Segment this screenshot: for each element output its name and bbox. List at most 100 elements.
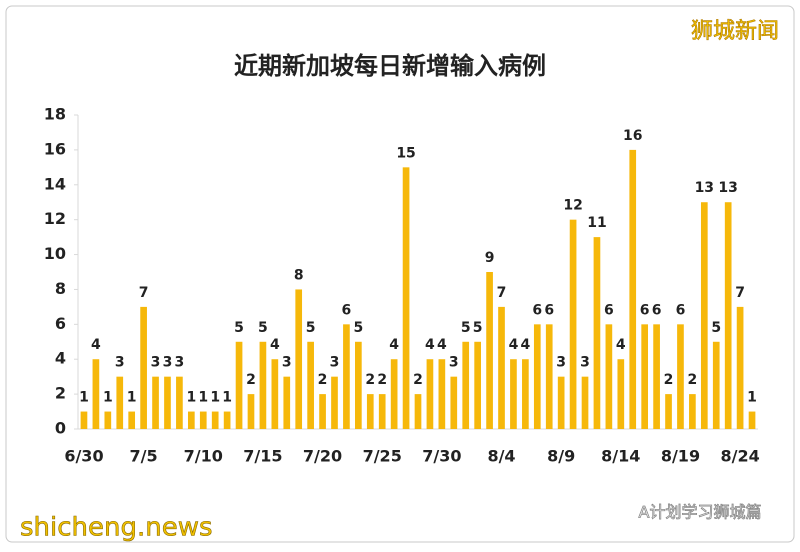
bar	[366, 394, 374, 429]
bar	[283, 376, 291, 429]
data-label: 4	[616, 337, 626, 353]
data-label: 16	[623, 128, 642, 144]
bar	[295, 289, 303, 429]
x-tick-label: 7/25	[363, 447, 402, 466]
data-label: 1	[198, 390, 208, 406]
data-label: 2	[246, 372, 256, 388]
data-label: 2	[318, 372, 328, 388]
bar	[510, 359, 517, 429]
bar	[116, 376, 124, 429]
x-tick-label: 7/5	[130, 447, 158, 466]
data-label: 3	[115, 355, 125, 371]
bar	[689, 394, 696, 429]
data-label: 6	[604, 302, 614, 318]
data-label: 2	[664, 372, 674, 388]
data-label: 4	[437, 337, 447, 353]
bar	[474, 341, 481, 429]
bar	[712, 341, 720, 429]
bar	[426, 359, 434, 429]
watermark: shicheng.news	[20, 513, 213, 543]
bar	[486, 272, 493, 429]
y-tick-label: 2	[55, 384, 66, 403]
data-label: 13	[718, 180, 737, 196]
data-label: 13	[695, 180, 714, 196]
bar	[462, 341, 470, 429]
data-label: 2	[413, 372, 423, 388]
data-label: 4	[520, 337, 530, 353]
data-label: 5	[473, 320, 483, 336]
x-tick-label: 8/19	[661, 447, 700, 466]
bar	[665, 394, 672, 429]
data-label: 3	[163, 355, 173, 371]
data-label: 8	[294, 267, 304, 283]
data-label: 5	[353, 320, 363, 336]
data-label: 12	[563, 198, 582, 214]
bar	[92, 359, 100, 429]
chart-title: 近期新加坡每日新增输入病例	[234, 52, 546, 80]
data-label: 3	[330, 355, 340, 371]
data-label: 7	[139, 285, 149, 301]
data-label: 1	[747, 390, 757, 406]
bar	[152, 376, 159, 429]
bar	[450, 376, 458, 429]
bar	[223, 411, 231, 429]
x-tick-label: 8/14	[601, 447, 640, 466]
data-label: 4	[270, 337, 280, 353]
data-label: 3	[580, 355, 590, 371]
bar	[164, 376, 171, 429]
bar	[319, 394, 326, 429]
bar	[748, 411, 756, 429]
y-tick-label: 18	[44, 105, 66, 124]
bar	[187, 411, 195, 429]
data-label: 3	[282, 355, 292, 371]
data-label: 1	[210, 390, 220, 406]
bar	[605, 324, 613, 429]
bar	[557, 376, 565, 429]
y-tick-label: 0	[55, 419, 66, 438]
data-label: 11	[587, 215, 606, 231]
bar	[677, 324, 684, 429]
bar	[402, 167, 410, 430]
data-label: 6	[544, 302, 554, 318]
bar	[736, 306, 744, 429]
data-label: 5	[711, 320, 721, 336]
y-tick-label: 10	[44, 244, 66, 263]
data-label: 1	[222, 390, 232, 406]
bar	[378, 394, 386, 429]
bar	[724, 202, 732, 429]
bar	[211, 411, 219, 429]
data-label: 7	[497, 285, 507, 301]
bar	[581, 376, 589, 429]
bar	[271, 359, 279, 429]
bar	[80, 411, 88, 429]
y-tick-label: 14	[44, 174, 66, 193]
bar	[247, 394, 255, 429]
bar	[700, 202, 708, 429]
data-label: 6	[532, 302, 542, 318]
data-label: 4	[389, 337, 399, 353]
bar	[307, 341, 314, 429]
bar	[355, 341, 362, 429]
data-label: 4	[91, 337, 101, 353]
data-label: 3	[556, 355, 566, 371]
y-tick-label: 4	[55, 349, 66, 368]
bar	[629, 149, 637, 429]
x-tick-label: 8/4	[487, 447, 515, 466]
x-tick-label: 8/9	[547, 447, 575, 466]
bar	[641, 324, 649, 429]
bar	[545, 324, 553, 429]
data-label: 2	[688, 372, 698, 388]
bar	[104, 411, 112, 429]
data-label: 6	[640, 302, 650, 318]
bar	[498, 306, 505, 429]
x-tick-label: 7/20	[303, 447, 342, 466]
bar	[533, 324, 541, 429]
bar	[390, 359, 398, 429]
data-label: 7	[735, 285, 745, 301]
bar	[438, 359, 446, 429]
data-label: 6	[676, 302, 686, 318]
bar	[235, 341, 243, 429]
data-label: 2	[365, 372, 375, 388]
